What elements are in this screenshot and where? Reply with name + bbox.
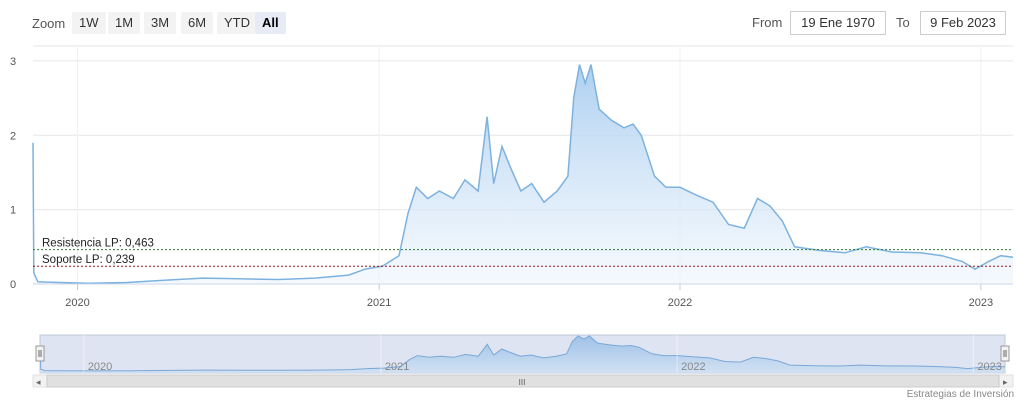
navigator[interactable]: 2020 2021 2022 2023 ◂ ▸ III — [32, 334, 1014, 388]
zoom-button-6m[interactable]: 6M — [181, 12, 214, 34]
series-area-fill — [33, 64, 1013, 284]
x-tick-label: 2021 — [367, 297, 391, 309]
scrollbar-grip-icon: III — [519, 378, 526, 387]
navigator-year-label: 2020 — [88, 361, 112, 373]
annotation-layer: Resistencia LP: 0,463 Soporte LP: 0,239 — [33, 238, 1013, 267]
annotation-label: Soporte LP: 0,239 — [42, 254, 135, 266]
navigator-year-label: 2021 — [385, 361, 409, 373]
zoom-button-ytd[interactable]: YTD — [217, 12, 257, 34]
x-tick-label: 2023 — [969, 297, 993, 309]
navigator-right-handle[interactable] — [1000, 345, 1010, 362]
range-selector-toolbar: Zoom 1W 1M 3M 6M YTD All From 19 Ene 197… — [0, 0, 1027, 46]
zoom-button-1m[interactable]: 1M — [108, 12, 141, 34]
to-label: To — [896, 15, 910, 30]
scrollbar-left-arrow-icon: ◂ — [36, 377, 41, 387]
axis-layer: 0 1 2 3 2020 2021 2022 2023 — [10, 56, 1013, 309]
from-label: From — [752, 15, 783, 30]
navigator-year-label: 2023 — [977, 361, 1001, 373]
x-tick-label: 2020 — [65, 297, 89, 309]
navigator-year-label: 2022 — [681, 361, 705, 373]
area-layer — [32, 64, 1014, 285]
navigator-left-handle[interactable] — [35, 345, 45, 362]
annotation-label: Resistencia LP: 0,463 — [42, 238, 154, 250]
credits-text: Estrategias de Inversión — [906, 389, 1014, 400]
zoom-button-all[interactable]: All — [255, 12, 286, 34]
zoom-button-3m[interactable]: 3M — [144, 12, 177, 34]
y-tick-label: 3 — [10, 56, 16, 68]
navigator-series-line — [39, 335, 1006, 372]
navigator-series-area — [40, 336, 1005, 373]
from-date-input[interactable]: 19 Ene 1970 — [790, 11, 886, 35]
grid-layer — [33, 45, 1013, 284]
series-line — [32, 64, 1014, 285]
navigator-scrollbar[interactable]: ◂ ▸ III — [32, 374, 1014, 388]
zoom-button-1w[interactable]: 1W — [72, 12, 106, 34]
scrollbar-right-arrow-icon: ▸ — [1003, 377, 1008, 387]
handle-body — [1000, 345, 1010, 362]
zoom-label: Zoom — [32, 16, 66, 31]
scrollbar-thumb — [46, 374, 1000, 388]
y-tick-label: 2 — [10, 130, 16, 142]
to-date-input[interactable]: 9 Feb 2023 — [920, 11, 1006, 35]
handle-body — [35, 345, 45, 362]
x-tick-label: 2022 — [668, 297, 692, 309]
y-tick-label: 1 — [10, 205, 16, 217]
y-tick-label: 0 — [10, 279, 16, 291]
